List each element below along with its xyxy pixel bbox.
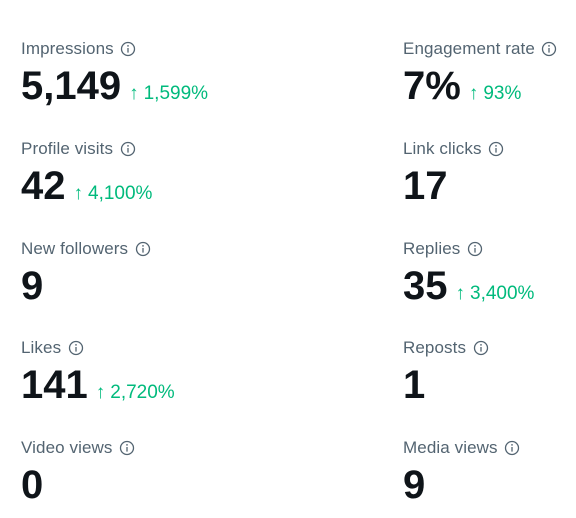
metric-label: Video views xyxy=(21,438,113,457)
metric-label-row: Profile visits xyxy=(21,137,221,161)
metric-value-row: 9 xyxy=(403,461,573,509)
metric-change-value: 2,720% xyxy=(110,382,175,403)
metric-value: 9 xyxy=(21,264,44,308)
metric-value-row: 5,149 ↑ 1,599% xyxy=(21,62,221,110)
metric-value: 7% xyxy=(403,64,461,108)
metric-label: Replies xyxy=(403,239,461,258)
metric-value: 141 xyxy=(21,363,88,407)
info-icon[interactable] xyxy=(134,241,151,258)
metric-label: Impressions xyxy=(21,39,114,58)
info-icon[interactable] xyxy=(488,141,505,158)
metric-profile-visits: Profile visits 42 ↑ 4,100% xyxy=(21,137,221,227)
metric-value-row: 141 ↑ 2,720% xyxy=(21,361,221,409)
arrow-up-icon: ↑ xyxy=(73,183,84,204)
metric-media-views: Media views 9 xyxy=(403,436,573,518)
metric-value-row: 17 xyxy=(403,162,573,210)
metric-label: Link clicks xyxy=(403,139,482,158)
metric-impressions: Impressions 5,149 ↑ 1,599% xyxy=(21,37,221,127)
metric-value: 0 xyxy=(21,463,44,507)
metric-value: 9 xyxy=(403,463,426,507)
info-icon[interactable] xyxy=(466,241,483,258)
metric-label-row: Likes xyxy=(21,336,221,360)
metric-likes: Likes 141 ↑ 2,720% xyxy=(21,336,221,426)
metric-label-row: New followers xyxy=(21,237,221,261)
metric-engagement-rate: Engagement rate 7% ↑ 93% xyxy=(403,37,573,127)
metric-change: ↑ 1,599% xyxy=(129,84,208,103)
info-icon[interactable] xyxy=(472,340,489,357)
metric-value-row: 7% ↑ 93% xyxy=(403,62,573,110)
metric-value-row: 42 ↑ 4,100% xyxy=(21,162,221,210)
info-icon[interactable] xyxy=(119,141,136,158)
metric-label-row: Replies xyxy=(403,237,573,261)
metric-label-row: Link clicks xyxy=(403,137,573,161)
metric-video-views: Video views 0 xyxy=(21,436,221,518)
arrow-up-icon: ↑ xyxy=(129,83,139,104)
metric-value: 5,149 xyxy=(21,64,122,108)
metric-value: 1 xyxy=(403,363,426,407)
metric-change-value: 1,599% xyxy=(143,83,209,104)
metric-link-clicks: Link clicks 17 xyxy=(403,137,573,227)
metric-label: Profile visits xyxy=(21,139,114,158)
info-icon[interactable] xyxy=(67,340,84,357)
metric-label-row: Media views xyxy=(403,436,573,460)
metric-change: ↑ 93% xyxy=(469,84,522,103)
metric-label: Media views xyxy=(403,438,498,457)
metric-label-row: Engagement rate xyxy=(403,37,573,61)
metric-value: 42 xyxy=(21,164,66,208)
metric-replies: Replies 35 ↑ 3,400% xyxy=(403,237,573,327)
metric-label-row: Reposts xyxy=(403,336,573,360)
metric-reposts: Reposts 1 xyxy=(403,336,573,426)
metric-value-row: 35 ↑ 3,400% xyxy=(403,262,573,310)
info-icon[interactable] xyxy=(120,41,137,58)
metric-value: 35 xyxy=(403,264,448,308)
metric-change-value: 93% xyxy=(483,83,522,104)
metric-label: New followers xyxy=(21,239,129,258)
arrow-up-icon: ↑ xyxy=(455,283,466,304)
metric-change: ↑ 3,400% xyxy=(456,284,535,303)
metric-value-row: 9 xyxy=(21,262,221,310)
metric-label: Engagement rate xyxy=(403,39,535,58)
arrow-up-icon: ↑ xyxy=(95,382,106,403)
metric-label: Likes xyxy=(21,338,62,357)
info-icon[interactable] xyxy=(541,41,558,58)
metric-value-row: 1 xyxy=(403,361,573,409)
metric-value-row: 0 xyxy=(21,461,221,509)
metric-new-followers: New followers 9 xyxy=(21,237,221,327)
metric-value: 17 xyxy=(403,164,448,208)
info-icon[interactable] xyxy=(119,440,136,457)
metric-change: ↑ 2,720% xyxy=(96,383,175,402)
info-icon[interactable] xyxy=(504,440,521,457)
metric-label-row: Video views xyxy=(21,436,221,460)
metric-change-value: 3,400% xyxy=(470,283,535,304)
metric-change-value: 4,100% xyxy=(88,183,153,204)
metric-label: Reposts xyxy=(403,338,467,357)
metric-change: ↑ 4,100% xyxy=(74,184,153,203)
metric-label-row: Impressions xyxy=(21,37,221,61)
arrow-up-icon: ↑ xyxy=(468,83,479,104)
